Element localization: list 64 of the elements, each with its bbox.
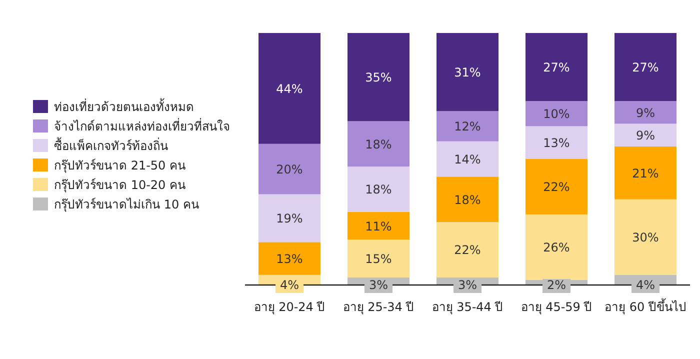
legend-label: ซื้อแพ็คเกจทัวร์ท้องถิ่น [54, 137, 168, 153]
data-label: 18% [365, 182, 392, 197]
bar [258, 144, 320, 194]
bar [526, 214, 588, 280]
bar [348, 166, 410, 212]
x-tick-label: อายุ 25-34 ปี [342, 300, 414, 315]
bar [614, 33, 676, 102]
legend-label: ท่องเที่ยวด้วยตนเองทั้งหมด [54, 98, 194, 114]
data-label: 14% [454, 152, 481, 166]
data-label: 4% [636, 278, 656, 292]
data-label: 10% [543, 107, 570, 122]
bar [614, 146, 676, 200]
bar [614, 101, 676, 124]
x-tick-label: อายุ 20-24 ปี [254, 300, 326, 315]
data-label: 27% [632, 60, 659, 75]
bar [348, 240, 410, 278]
data-label: 9% [636, 128, 656, 143]
bar [258, 242, 320, 275]
data-label: 27% [543, 60, 570, 75]
data-label: 4% [280, 278, 300, 292]
bar [348, 121, 410, 167]
bar [348, 33, 410, 122]
legend-label: กรุ๊ปทัวร์ขนาดไม่เกิน 10 คน [54, 198, 199, 212]
bar [526, 101, 588, 126]
data-label: 26% [543, 240, 570, 255]
bar [614, 124, 676, 146]
bar [526, 33, 588, 102]
data-label: 12% [454, 120, 481, 134]
bar [436, 141, 498, 177]
legend-label: จ้างไกด์ตามแหล่งท่องเที่ยวที่สนใจ [54, 118, 230, 134]
x-tick-label: อายุ 60 ปีขึ้นไป [604, 298, 686, 315]
data-label: 13% [276, 252, 303, 266]
x-tick-label: อายุ 35-44 ปี [432, 300, 504, 315]
bar [436, 111, 498, 142]
bar [436, 222, 498, 278]
data-label: 3% [368, 278, 388, 292]
data-label: 3% [458, 278, 478, 292]
data-label: 30% [632, 230, 659, 245]
data-label: 44% [276, 82, 303, 96]
data-label: 31% [454, 66, 481, 80]
data-label: 35% [365, 70, 392, 85]
bar [436, 176, 498, 222]
data-label: 15% [365, 252, 392, 266]
bar [348, 212, 410, 240]
data-label: 18% [365, 137, 392, 152]
bar [526, 126, 588, 159]
data-label: 13% [543, 136, 570, 150]
bar [526, 159, 588, 214]
data-label: 22% [454, 243, 481, 258]
data-label: 9% [636, 106, 656, 120]
x-tick-label: อายุ 45-59 ปี [520, 300, 592, 315]
legend-label: กรุ๊ปทัวร์ขนาด 21-50 คน [54, 158, 186, 174]
data-label: 18% [454, 192, 481, 207]
data-label: 21% [632, 166, 659, 180]
data-label: 22% [543, 180, 570, 194]
data-label: 19% [276, 212, 303, 226]
bar [614, 199, 676, 275]
data-label: 20% [276, 162, 303, 177]
legend-label: กรุ๊ปทัวร์ขนาด 10-20 คน [54, 178, 186, 193]
data-label: 2% [546, 278, 566, 292]
bar [258, 194, 320, 242]
bar [436, 33, 498, 112]
data-label: 11% [365, 219, 392, 234]
bar [258, 33, 320, 144]
